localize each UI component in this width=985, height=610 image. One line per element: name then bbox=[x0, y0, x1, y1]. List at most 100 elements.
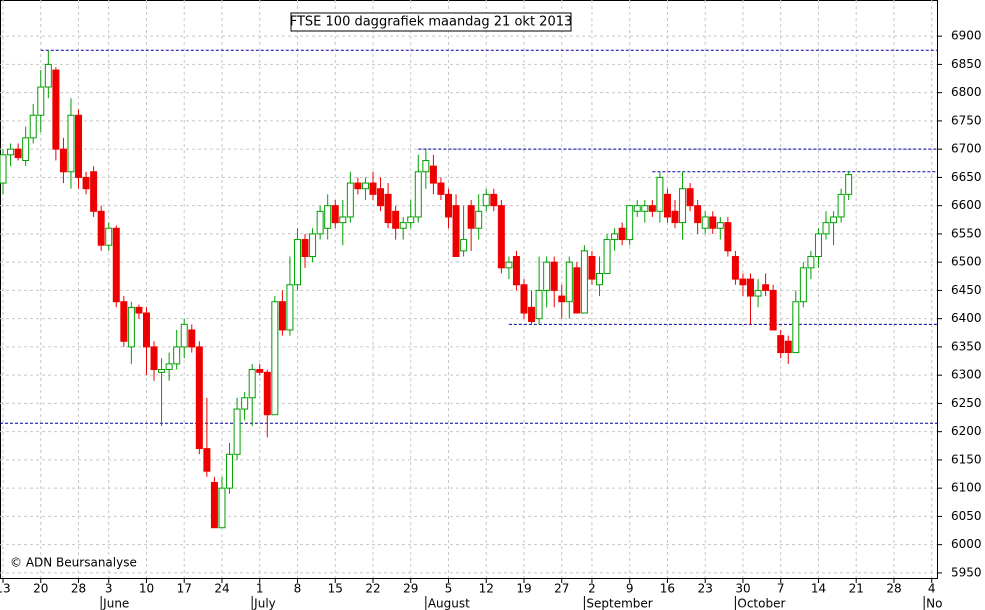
candle-body bbox=[701, 216, 709, 229]
candle-body bbox=[52, 69, 60, 150]
candle-body bbox=[814, 233, 822, 258]
x-tick-label: 13 bbox=[0, 582, 11, 596]
candle-body bbox=[550, 261, 558, 291]
candle-body bbox=[618, 227, 626, 241]
candle-body bbox=[256, 369, 264, 373]
x-tick-label: 27 bbox=[554, 582, 569, 596]
candle-body bbox=[7, 148, 15, 156]
candle-body bbox=[482, 193, 490, 207]
candle-body bbox=[384, 193, 392, 224]
candle-body bbox=[573, 267, 581, 314]
title-box bbox=[290, 12, 572, 32]
y-tick-label: 6850 bbox=[951, 57, 982, 71]
x-tick-label: 24 bbox=[214, 582, 229, 596]
x-tick-label: 4 bbox=[928, 582, 936, 596]
y-tick-label: 6650 bbox=[951, 170, 982, 184]
x-tick-label: 9 bbox=[626, 582, 634, 596]
y-tick-label: 6050 bbox=[951, 509, 982, 523]
x-tick-label: 23 bbox=[698, 582, 713, 596]
candle-body bbox=[142, 312, 150, 348]
x-tick-label: 21 bbox=[849, 582, 864, 596]
plot-frame bbox=[0, 0, 938, 579]
candle-body bbox=[731, 256, 739, 280]
y-tick-label: 6250 bbox=[951, 396, 982, 410]
candle-body bbox=[0, 154, 7, 184]
candle-body bbox=[784, 340, 792, 354]
candle-body bbox=[747, 278, 755, 297]
candle-body bbox=[807, 256, 815, 269]
candle-body bbox=[611, 233, 619, 241]
candle-body bbox=[226, 453, 234, 489]
candle-body bbox=[694, 205, 702, 224]
candle-body bbox=[444, 193, 452, 218]
candle-body bbox=[105, 227, 113, 246]
candle-body bbox=[195, 346, 203, 450]
month-label: June bbox=[102, 597, 129, 610]
candle-body bbox=[543, 261, 551, 291]
candle-body bbox=[512, 256, 520, 286]
candle-body bbox=[135, 306, 143, 314]
candle-body bbox=[845, 174, 853, 195]
y-tick-label: 5950 bbox=[951, 565, 982, 579]
candle-body bbox=[173, 346, 181, 365]
candle-body bbox=[37, 86, 45, 116]
candle-body bbox=[452, 205, 460, 258]
candle-body bbox=[686, 188, 694, 207]
candle-body bbox=[339, 216, 347, 224]
candle-body bbox=[90, 171, 98, 212]
candle-body bbox=[346, 182, 354, 218]
candle-body bbox=[603, 239, 611, 274]
y-tick-label: 6900 bbox=[951, 29, 982, 43]
month-label: September bbox=[586, 597, 652, 610]
candle-body bbox=[799, 267, 807, 303]
candle-body bbox=[241, 397, 249, 410]
candle-body bbox=[67, 114, 75, 173]
y-tick-label: 6100 bbox=[951, 481, 982, 495]
candle-body bbox=[595, 272, 603, 286]
candle-body bbox=[777, 335, 785, 354]
candle-body bbox=[467, 205, 475, 229]
x-tick-label: 28 bbox=[886, 582, 901, 596]
candle-body bbox=[407, 216, 415, 224]
candle-body bbox=[754, 289, 762, 297]
month-label: August bbox=[428, 597, 470, 610]
x-tick-label: 3 bbox=[105, 582, 113, 596]
candle-body bbox=[301, 239, 309, 258]
month-label: July bbox=[253, 597, 276, 610]
candle-body bbox=[558, 295, 566, 303]
candle-body bbox=[663, 193, 671, 218]
candle-body bbox=[22, 137, 30, 161]
candle-body bbox=[210, 482, 218, 529]
y-tick-label: 6450 bbox=[951, 283, 982, 297]
y-tick-label: 6800 bbox=[951, 85, 982, 99]
candle-body bbox=[165, 363, 173, 371]
candle-body bbox=[82, 176, 90, 190]
candle-body bbox=[762, 284, 770, 291]
candle-body bbox=[278, 301, 286, 331]
candle-body bbox=[150, 346, 158, 371]
candle-body bbox=[497, 205, 505, 269]
candle-body bbox=[475, 210, 483, 229]
candle-body bbox=[127, 306, 135, 348]
x-tick-label: 22 bbox=[365, 582, 380, 596]
candle-body bbox=[716, 222, 724, 229]
candle-body bbox=[158, 369, 166, 373]
y-tick-label: 6300 bbox=[951, 368, 982, 382]
candle-body bbox=[837, 193, 845, 218]
candle-body bbox=[233, 408, 241, 455]
candle-body bbox=[505, 261, 513, 269]
x-tick-label: 8 bbox=[294, 582, 302, 596]
candle-body bbox=[180, 323, 188, 348]
copyright: © ADN Beursanalyse bbox=[10, 556, 137, 570]
candle-body bbox=[112, 227, 120, 303]
candle-body bbox=[565, 261, 573, 303]
candle-body bbox=[399, 222, 407, 229]
candle-body bbox=[648, 205, 656, 212]
x-tick-label: 28 bbox=[71, 582, 86, 596]
candle-body bbox=[120, 301, 128, 342]
candle-body bbox=[437, 182, 445, 195]
candle-body bbox=[331, 205, 339, 224]
candle-body bbox=[830, 216, 838, 224]
candle-body bbox=[656, 176, 664, 212]
